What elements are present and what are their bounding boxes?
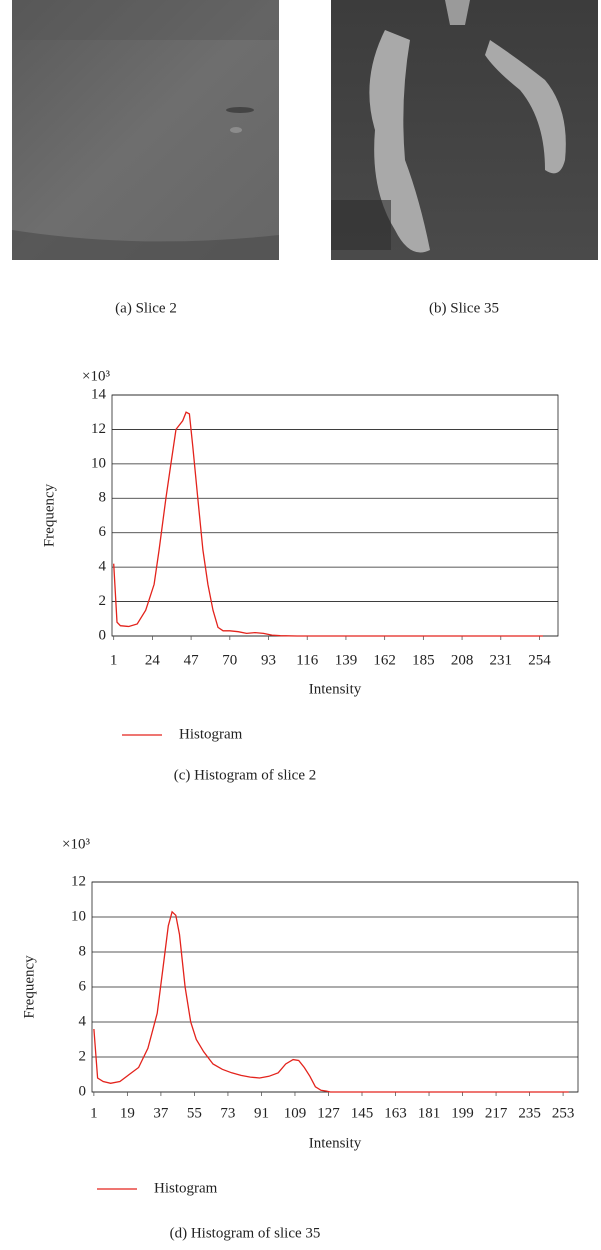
x-tick-label: 24 (145, 652, 161, 668)
figure: (a) Slice 2 (b) Slice 35 024681012141244… (0, 0, 601, 1245)
y-tick-label: 0 (99, 627, 107, 643)
slice-image (331, 0, 598, 260)
x-tick-label: 37 (153, 1105, 169, 1121)
y-tick-label: 4 (79, 1013, 87, 1029)
plot-frame (112, 395, 558, 636)
x-tick-label: 185 (412, 652, 435, 668)
y-tick-label: 8 (79, 943, 87, 959)
x-tick-label: 139 (335, 652, 358, 668)
legend-label: Histogram (154, 1180, 218, 1196)
y-tick-label: 2 (99, 593, 107, 609)
page: {"images": [{"caption": "(a) Slice 2"}, … (0, 0, 601, 1245)
y-tick-label: 0 (79, 1083, 87, 1099)
image-caption: (a) Slice 2 (115, 300, 177, 316)
x-tick-label: 1 (110, 652, 118, 668)
x-tick-label: 73 (220, 1105, 235, 1121)
x-tick-label: 253 (552, 1105, 575, 1121)
y-axis-title: Frequency (41, 483, 57, 547)
x-axis-title: Intensity (309, 1135, 362, 1151)
x-tick-label: 91 (254, 1105, 269, 1121)
x-tick-label: 70 (222, 652, 237, 668)
x-tick-label: 19 (120, 1105, 135, 1121)
y-tick-label: 12 (91, 421, 106, 437)
y-tick-label: 14 (91, 386, 107, 402)
x-tick-label: 208 (451, 652, 474, 668)
y-tick-label: 10 (91, 455, 106, 471)
y-multiplier: ×10³ (82, 368, 110, 384)
x-tick-label: 217 (485, 1105, 508, 1121)
x-tick-label: 116 (296, 652, 318, 668)
x-tick-label: 231 (490, 652, 513, 668)
x-tick-label: 199 (451, 1105, 474, 1121)
x-tick-label: 55 (187, 1105, 202, 1121)
y-tick-label: 6 (79, 978, 87, 994)
image-caption: (b) Slice 35 (429, 300, 499, 316)
x-tick-label: 254 (528, 652, 551, 668)
x-tick-label: 1 (90, 1105, 98, 1121)
y-tick-label: 4 (99, 559, 107, 575)
legend-label: Histogram (179, 726, 243, 742)
x-tick-label: 181 (418, 1105, 441, 1121)
y-multiplier: ×10³ (62, 836, 90, 852)
x-tick-label: 163 (384, 1105, 407, 1121)
data-line (114, 412, 543, 636)
y-tick-label: 6 (99, 524, 107, 540)
data-line (94, 912, 569, 1092)
x-tick-label: 145 (351, 1105, 374, 1121)
y-tick-label: 12 (71, 873, 86, 889)
x-tick-label: 162 (373, 652, 396, 668)
slice-image (12, 0, 279, 260)
chart-caption: (c) Histogram of slice 2 (174, 767, 316, 783)
y-tick-label: 10 (71, 908, 86, 924)
x-tick-label: 93 (261, 652, 276, 668)
x-tick-label: 109 (284, 1105, 307, 1121)
x-axis-title: Intensity (309, 681, 362, 697)
x-tick-label: 47 (184, 652, 200, 668)
y-axis-title: Frequency (21, 955, 37, 1019)
x-tick-label: 235 (518, 1105, 541, 1121)
chart-caption: (d) Histogram of slice 35 (170, 1225, 321, 1241)
x-tick-label: 127 (317, 1105, 340, 1121)
y-tick-label: 8 (99, 490, 107, 506)
y-tick-label: 2 (79, 1048, 87, 1064)
